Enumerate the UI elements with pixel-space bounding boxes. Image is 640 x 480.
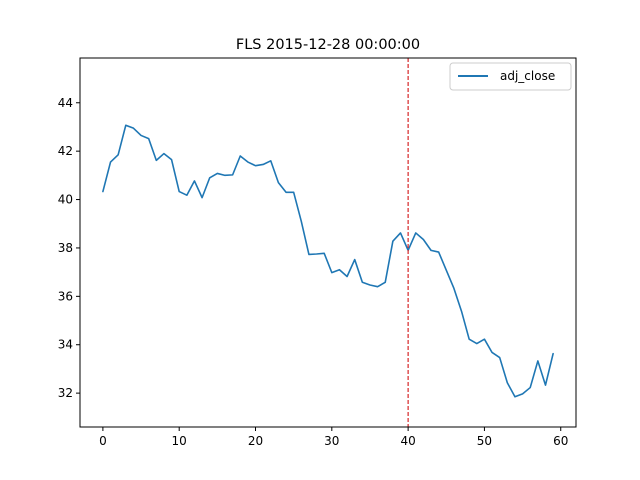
x-tick-label: 10 (172, 434, 187, 448)
x-tick-label: 0 (99, 434, 107, 448)
y-tick-label: 40 (58, 193, 73, 207)
legend-box (449, 62, 572, 91)
series-line-adj-close (102, 124, 554, 398)
x-tick-label: 20 (248, 434, 263, 448)
y-tick-label: 32 (58, 386, 73, 400)
axes-frame (79, 57, 577, 428)
legend-label-adj-close: adj_close (500, 69, 555, 83)
y-tick-label: 36 (58, 289, 73, 303)
y-tick-label: 42 (58, 144, 73, 158)
y-tick-label: 38 (58, 241, 73, 255)
y-tick-label: 44 (58, 96, 73, 110)
x-tick-label: 50 (477, 434, 492, 448)
x-tick-label: 40 (400, 434, 415, 448)
chart-title: FLS 2015-12-28 00:00:00 (236, 37, 420, 53)
x-tick-label: 60 (553, 434, 568, 448)
x-tick-label: 30 (324, 434, 339, 448)
y-tick-label: 34 (58, 338, 73, 352)
legend: adj_close (449, 62, 572, 91)
plot-area: 0 10 20 30 40 50 60 32 34 36 38 40 42 44 (58, 57, 577, 448)
